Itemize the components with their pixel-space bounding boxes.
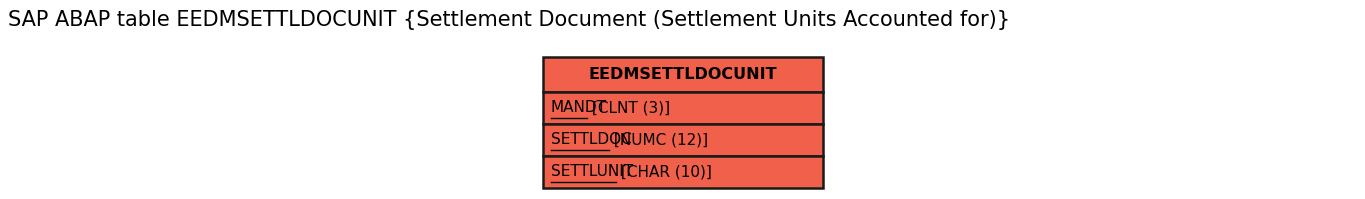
Text: SAP ABAP table EEDMSETTLDOCUNIT {Settlement Document (Settlement Units Accounted: SAP ABAP table EEDMSETTLDOCUNIT {Settlem… [8,10,1010,30]
Bar [542,124,823,156]
Text: SETTLUNIT: SETTLUNIT [550,165,632,179]
Text: SETTLDOC: SETTLDOC [550,133,631,147]
Text: [NUMC (12)]: [NUMC (12)] [609,133,708,147]
Text: [CHAR (10)]: [CHAR (10)] [616,165,713,179]
Text: EEDMSETTLDOCUNIT: EEDMSETTLDOCUNIT [588,67,777,82]
Bar [542,57,823,92]
Text: [CLNT (3)]: [CLNT (3)] [587,100,670,115]
Bar [542,156,823,188]
Bar [542,92,823,124]
Text: MANDT: MANDT [550,100,606,115]
